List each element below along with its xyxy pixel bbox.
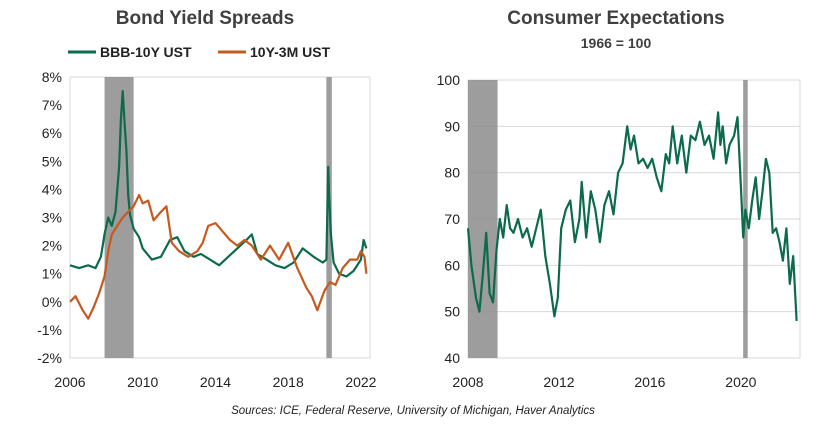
y-tick-label: 7% xyxy=(42,97,62,113)
right-chart-subtitle: 1966 = 100 xyxy=(581,35,652,51)
x-tick-label: 2006 xyxy=(54,374,85,390)
recession-band xyxy=(468,80,498,358)
right-y-tick-labels: 100 90 80 70 60 50 40 xyxy=(437,72,461,366)
plot-frame xyxy=(69,76,371,359)
x-tick-label: 2012 xyxy=(543,374,574,390)
series-line-2 xyxy=(69,193,368,320)
y-tick-label: 90 xyxy=(444,118,460,134)
y-tick-label: 50 xyxy=(444,304,460,320)
y-tick-label: 2% xyxy=(42,238,62,254)
y-tick-label: 70 xyxy=(444,211,460,227)
x-tick-label: 2018 xyxy=(273,374,304,390)
x-tick-label: 2010 xyxy=(127,374,158,390)
left-series-lines xyxy=(69,89,368,320)
legend: BBB-10Y UST 10Y-3M UST xyxy=(68,44,331,60)
y-tick-label: -2% xyxy=(37,350,62,366)
left-y-tick-labels: 8% 7% 6% 5% 4% 3% 2% 1% 0% -1% -2% xyxy=(37,69,62,366)
series-line-1 xyxy=(466,111,798,321)
x-tick-label: 2008 xyxy=(452,374,483,390)
bond-yield-spreads-chart: Bond Yield Spreads BBB-10Y UST 10Y-3M US… xyxy=(37,8,377,390)
y-tick-label: 8% xyxy=(42,69,62,85)
y-tick-label: 6% xyxy=(42,125,62,141)
left-recession-bands xyxy=(104,77,332,358)
y-tick-label: 5% xyxy=(42,153,62,169)
consumer-expectations-chart: Consumer Expectations 1966 = 100 100 90 80… xyxy=(437,8,801,390)
y-tick-label: 60 xyxy=(444,257,460,273)
x-tick-label: 2016 xyxy=(634,374,665,390)
x-tick-label: 2022 xyxy=(345,374,376,390)
right-series-lines xyxy=(466,111,798,321)
left-x-tick-labels: 2006 2010 2014 2018 2022 xyxy=(54,374,376,390)
y-tick-label: -1% xyxy=(37,322,62,338)
right-chart-title: Consumer Expectations xyxy=(507,8,725,29)
y-tick-label: 1% xyxy=(42,266,62,282)
series-line-1 xyxy=(69,89,368,278)
y-tick-label: 0% xyxy=(42,294,62,310)
x-tick-label: 2020 xyxy=(725,374,756,390)
y-tick-label: 40 xyxy=(444,350,460,366)
legend-label-10y3m: 10Y-3M UST xyxy=(250,44,331,60)
source-note: Sources: ICE, Federal Reserve, Universit… xyxy=(231,405,595,417)
legend-label-bbb: BBB-10Y UST xyxy=(100,44,192,60)
left-chart-title: Bond Yield Spreads xyxy=(116,8,294,29)
right-x-tick-labels: 2008 2012 2016 2020 xyxy=(452,374,756,390)
y-tick-label: 4% xyxy=(42,181,62,197)
y-tick-label: 3% xyxy=(42,210,62,226)
y-tick-label: 100 xyxy=(437,72,461,88)
left-gridlines xyxy=(69,76,371,359)
y-tick-label: 80 xyxy=(444,165,460,181)
x-tick-label: 2014 xyxy=(200,374,231,390)
